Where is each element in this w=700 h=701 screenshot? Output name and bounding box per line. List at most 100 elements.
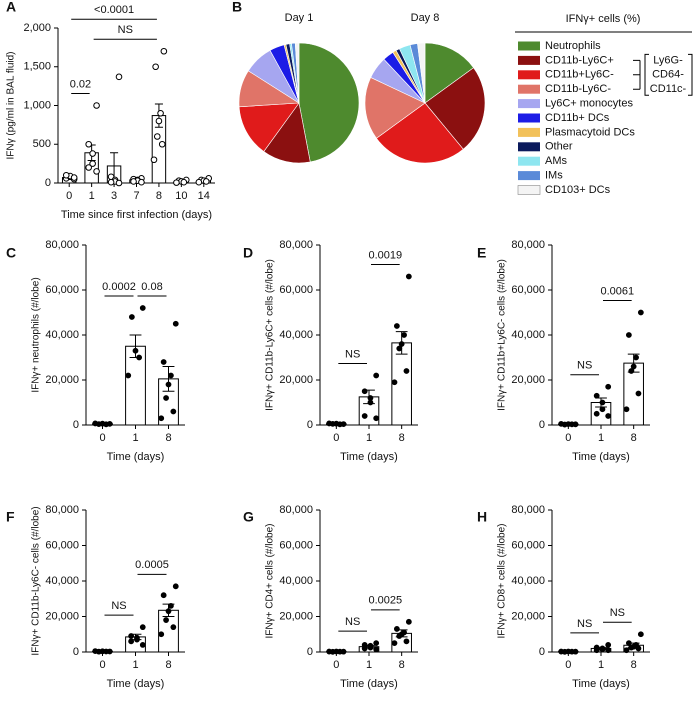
x-axis-label: Time (days) [340, 451, 398, 463]
data-point [128, 638, 135, 645]
data-point [635, 645, 642, 652]
data-point [605, 383, 612, 390]
data-point [405, 273, 412, 280]
data-point [138, 178, 145, 186]
x-tick-label: 3 [111, 190, 117, 202]
pie-slice [294, 42, 300, 104]
data-point [403, 368, 410, 374]
data-point [92, 648, 99, 655]
data-point [136, 354, 143, 361]
y-tick-label: 40,000 [511, 575, 545, 587]
comparison-label: NS [118, 24, 133, 36]
data-point [139, 624, 146, 631]
panel-letter: G [243, 509, 254, 525]
panel-letter: B [232, 0, 242, 15]
data-point [180, 178, 188, 186]
x-tick-label: 8 [156, 190, 162, 202]
y-tick-label: 80,000 [511, 239, 545, 251]
x-tick-label: 8 [399, 659, 405, 671]
legend-swatch [518, 41, 540, 51]
data-point [593, 392, 600, 399]
data-point [405, 618, 412, 625]
y-axis-label: IFNγ+ CD11b-Ly6C+ cells (#/lobe) [265, 259, 276, 411]
x-tick-label: 14 [198, 190, 210, 202]
comparison-label: 0.0002 [102, 281, 136, 293]
x-tick-label: 1 [89, 190, 95, 202]
legend-label: Neutrophils [545, 40, 601, 52]
y-tick-label: 40,000 [45, 575, 79, 587]
y-tick-label: 40,000 [279, 329, 313, 341]
pie-slice [424, 67, 486, 150]
bar [125, 345, 146, 426]
data-point [92, 420, 99, 427]
legend-label: CD11b+ DCs [545, 112, 610, 124]
data-point [85, 140, 92, 148]
comparison-label: NS [345, 348, 360, 360]
data-point [125, 372, 132, 379]
pie-slice [364, 77, 426, 139]
data-point [637, 631, 644, 638]
y-tick-label: 60,000 [511, 539, 545, 551]
panel-letter: E [477, 245, 486, 261]
data-point [599, 399, 606, 406]
data-point [160, 359, 167, 365]
legend-label: Other [545, 141, 573, 153]
data-point [625, 332, 632, 338]
y-tick-label: 80,000 [511, 504, 545, 516]
y-tick-label: 60,000 [279, 284, 313, 296]
pie-slice [298, 42, 360, 163]
panel-letter: F [6, 509, 15, 525]
x-axis-label: Time (days) [340, 678, 398, 690]
comparison-label: 0.0005 [135, 559, 169, 571]
y-tick-label: 1,500 [23, 61, 51, 73]
y-axis-label: IFNγ+ neutrophils (#/lobe) [31, 277, 42, 392]
legend-swatch [518, 171, 540, 181]
data-point [170, 408, 177, 415]
data-point [361, 645, 368, 652]
x-tick-label: 1 [366, 432, 372, 444]
data-point [623, 406, 630, 413]
x-tick-label: 0 [333, 432, 339, 444]
x-tick-label: 0 [99, 432, 105, 444]
x-tick-label: 0 [333, 659, 339, 671]
data-point [373, 646, 380, 653]
y-tick-label: 40,000 [511, 329, 545, 341]
data-point [160, 47, 168, 55]
y-axis-label: IFNγ+ CD11b+Ly6C- cells (#/lobe) [497, 259, 508, 411]
data-point [337, 648, 343, 655]
data-point [172, 320, 179, 327]
data-point [637, 309, 644, 316]
data-point [605, 647, 612, 654]
data-point [393, 323, 400, 329]
data-point [202, 178, 210, 185]
y-tick-label: 0 [45, 177, 51, 189]
data-point [593, 410, 600, 417]
data-point [132, 347, 139, 354]
comparison-label: 0.08 [141, 281, 162, 293]
data-point [163, 617, 169, 623]
y-tick-label: 500 [33, 138, 51, 150]
data-point [103, 421, 110, 428]
data-point [168, 602, 174, 609]
legend-label: CD11b-Ly6C+ [545, 54, 614, 66]
x-axis-label: Time (days) [572, 451, 630, 463]
data-point [103, 648, 110, 655]
data-point [168, 372, 174, 379]
data-point [139, 642, 146, 648]
data-point [115, 179, 123, 187]
data-point [605, 642, 612, 648]
comparison-label: <0.0001 [94, 4, 134, 16]
data-point [107, 178, 115, 186]
legend-swatch [518, 113, 540, 123]
data-point [153, 133, 161, 140]
data-point [165, 381, 172, 388]
legend-swatch [518, 70, 540, 80]
data-point [195, 178, 203, 186]
pie-slice [417, 42, 426, 104]
comparison-label: NS [577, 618, 592, 630]
data-point [157, 109, 164, 117]
data-point [173, 179, 180, 186]
data-point [70, 174, 78, 181]
data-point [326, 420, 333, 427]
y-tick-label: 20,000 [511, 610, 545, 622]
